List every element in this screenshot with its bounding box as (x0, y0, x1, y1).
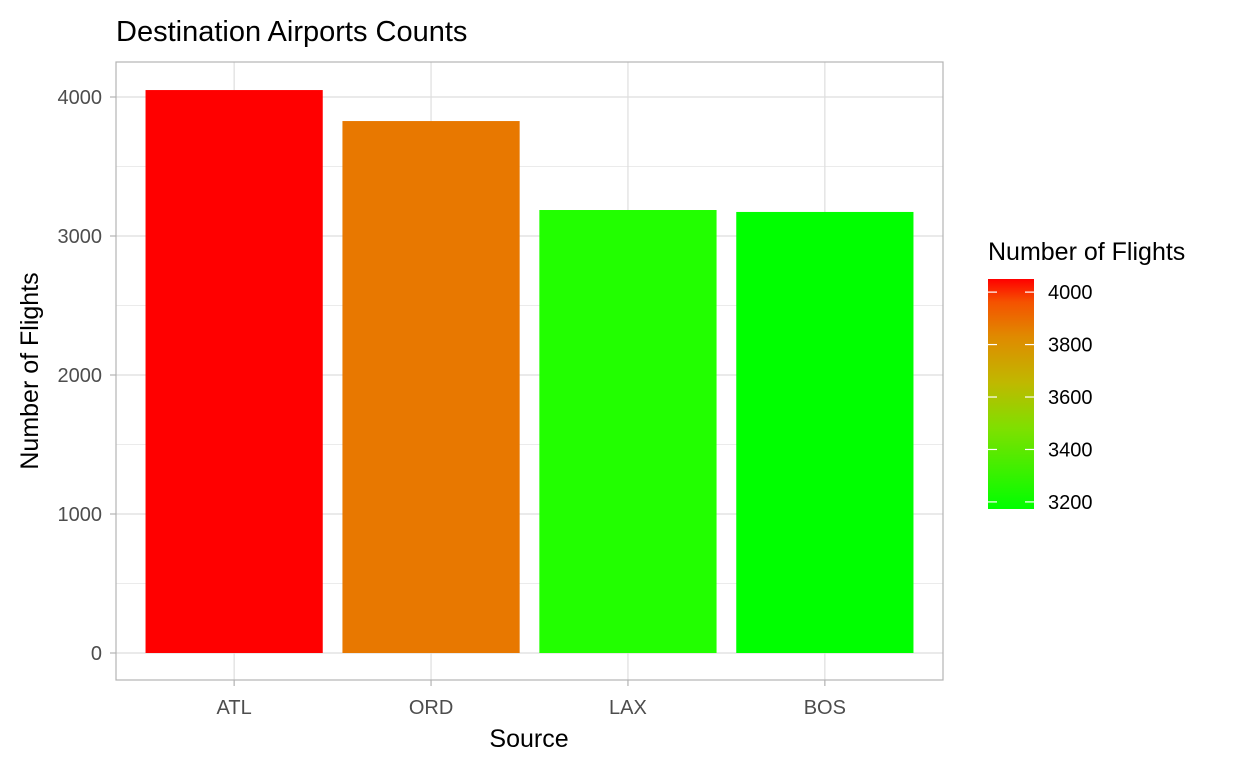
y-tick-label: 4000 (58, 87, 103, 109)
x-axis: ATL ORD LAX BOS (217, 680, 846, 719)
x-tick-label: BOS (804, 697, 846, 719)
bar-ord (342, 121, 520, 653)
y-tick-label: 2000 (58, 365, 103, 387)
legend-tick-label: 4000 (1048, 282, 1093, 304)
legend-tick-label: 3200 (1048, 492, 1093, 514)
legend-tick-label: 3400 (1048, 439, 1093, 461)
x-tick-label: ATL (217, 697, 252, 719)
legend-ticks: 4000 3800 3600 3400 3200 (988, 282, 1093, 514)
x-tick-label: LAX (609, 697, 647, 719)
bars (145, 90, 914, 654)
chart-title: Destination Airports Counts (116, 16, 467, 48)
x-axis-title: Source (489, 725, 568, 753)
y-tick-label: 3000 (58, 226, 103, 248)
y-axis: 0 1000 2000 3000 4000 (58, 87, 116, 665)
bar-atl (145, 90, 323, 654)
bar-lax (539, 210, 717, 653)
y-tick-label: 0 (91, 643, 102, 665)
legend-title: Number of Flights (988, 238, 1185, 266)
y-axis-title: Number of Flights (16, 272, 44, 469)
plot-panel-border (115, 61, 944, 681)
legend-colorbar (988, 279, 1034, 509)
legend: Number of Flights 4000 3800 3600 3400 3200 (988, 238, 1185, 514)
legend-tick-label: 3600 (1048, 387, 1093, 409)
legend-tick-label: 3800 (1048, 335, 1093, 357)
x-tick-label: ORD (409, 697, 453, 719)
bar-bos (736, 211, 914, 653)
y-tick-label: 1000 (58, 504, 103, 526)
